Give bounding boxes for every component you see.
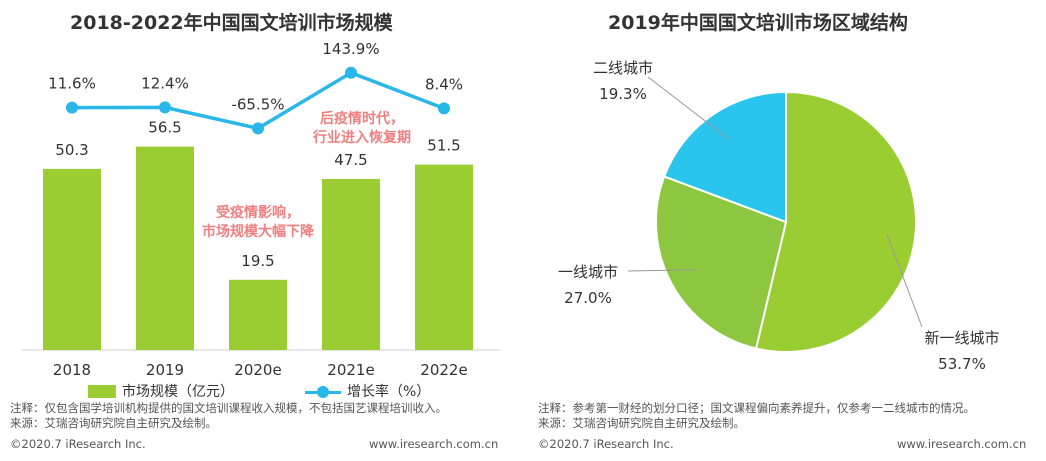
left-copyright: ©2020.7 iResearch Inc. (10, 437, 146, 451)
bar-2021e (322, 179, 380, 350)
x-tick-label: 2018 (53, 361, 91, 379)
pie-slice-value: 53.7% (938, 355, 986, 373)
bar-2019 (136, 146, 194, 350)
x-tick-label: 2021e (327, 361, 374, 379)
x-tick-label: 2022e (420, 361, 467, 379)
pie-slice-label: 一线城市 (558, 263, 618, 281)
annotation-text: 市场规模大幅下降 (202, 223, 315, 240)
growth-point-2019 (159, 101, 171, 114)
pie-leader-line (627, 269, 697, 272)
growth-value-label: 11.6% (48, 75, 96, 93)
growth-value-label: -65.5% (231, 95, 284, 113)
growth-point-2022e (438, 102, 450, 115)
growth-value-label: 8.4% (425, 75, 463, 93)
right-chart-panel: 2019年中国国文培训市场区域结构 新一线城市 53.7% 一线城市 27.0% 二线城… (528, 0, 1046, 461)
x-tick-label: 2019 (146, 361, 184, 379)
pie-slice-2 (662, 90, 787, 224)
bar-value-label: 47.5 (334, 151, 367, 169)
left-website: www.iresearch.com.cn (369, 437, 499, 451)
growth-value-label: 12.4% (141, 74, 189, 92)
pie-slice-value: 19.3% (599, 85, 647, 103)
bar-2022e (415, 164, 473, 350)
right-source: 来源：艾瑞咨询研究院自主研究及绘制。 (538, 416, 745, 430)
bar-value-label: 19.5 (241, 252, 274, 270)
panel-divider (524, 0, 525, 461)
legend-bar-swatch (88, 384, 116, 398)
pie-slice-value: 27.0% (564, 289, 612, 307)
left-chart-panel: 2018-2022年中国国文培训市场规模 50.3 2018 56.5 2019 19.… (0, 0, 520, 461)
legend-bar: 市场规模（亿元） (88, 381, 234, 401)
bar-2018 (43, 168, 101, 350)
annotation-text: 后疫情时代， (320, 110, 404, 127)
bar-2020e (229, 279, 287, 350)
growth-point-2018 (66, 101, 78, 114)
pie-slice-label: 新一线城市 (924, 329, 999, 347)
bar-value-label: 51.5 (427, 137, 460, 155)
pie-chart: 新一线城市 53.7% 一线城市 27.0% 二线城市 19.3% (558, 59, 1000, 373)
left-note: 注释：仅包含国学培训机构提供的国文培训课程收入规模，不包括国艺课程培训收入。 (10, 401, 447, 415)
pie-slice-1 (655, 175, 788, 350)
annotation-text: 受疫情影响， (216, 204, 300, 221)
pie-leader-line (886, 233, 923, 328)
left-source: 来源：艾瑞咨询研究院自主研究及绘制。 (10, 416, 217, 430)
legend-line-swatch (305, 385, 341, 398)
right-website: www.iresearch.com.cn (897, 437, 1027, 451)
pie-leader-line (647, 76, 729, 140)
legend-bar-label: 市场规模（亿元） (122, 384, 234, 400)
pie-slice-0 (754, 90, 918, 353)
right-note: 注释：参考第一财经的划分口径；国文课程偏向素养提升，仅参考一二线城市的情况。 (538, 401, 975, 415)
growth-point-2020e (252, 122, 264, 135)
pie-slice-label: 二线城市 (593, 59, 653, 77)
bar-value-label: 56.5 (148, 119, 181, 137)
annotation-text: 行业进入恢复期 (312, 129, 411, 146)
legend-line: 增长率（%） (305, 381, 430, 401)
right-copyright: ©2020.7 iResearch Inc. (538, 437, 674, 451)
pie-chart-title: 2019年中国国文培训市场区域结构 (608, 12, 908, 34)
growth-point-2021e (345, 66, 357, 79)
x-tick-label: 2020e (234, 361, 281, 379)
bar-line-chart: 50.3 2018 56.5 2019 19.5 2020e 47.5 2021e 51.5 20… (22, 40, 500, 379)
bar-line-chart-title: 2018-2022年中国国文培训市场规模 (70, 12, 393, 34)
legend-line-label: 增长率（%） (347, 384, 431, 400)
bar-value-label: 50.3 (55, 141, 88, 159)
growth-value-label: 143.9% (322, 40, 379, 58)
